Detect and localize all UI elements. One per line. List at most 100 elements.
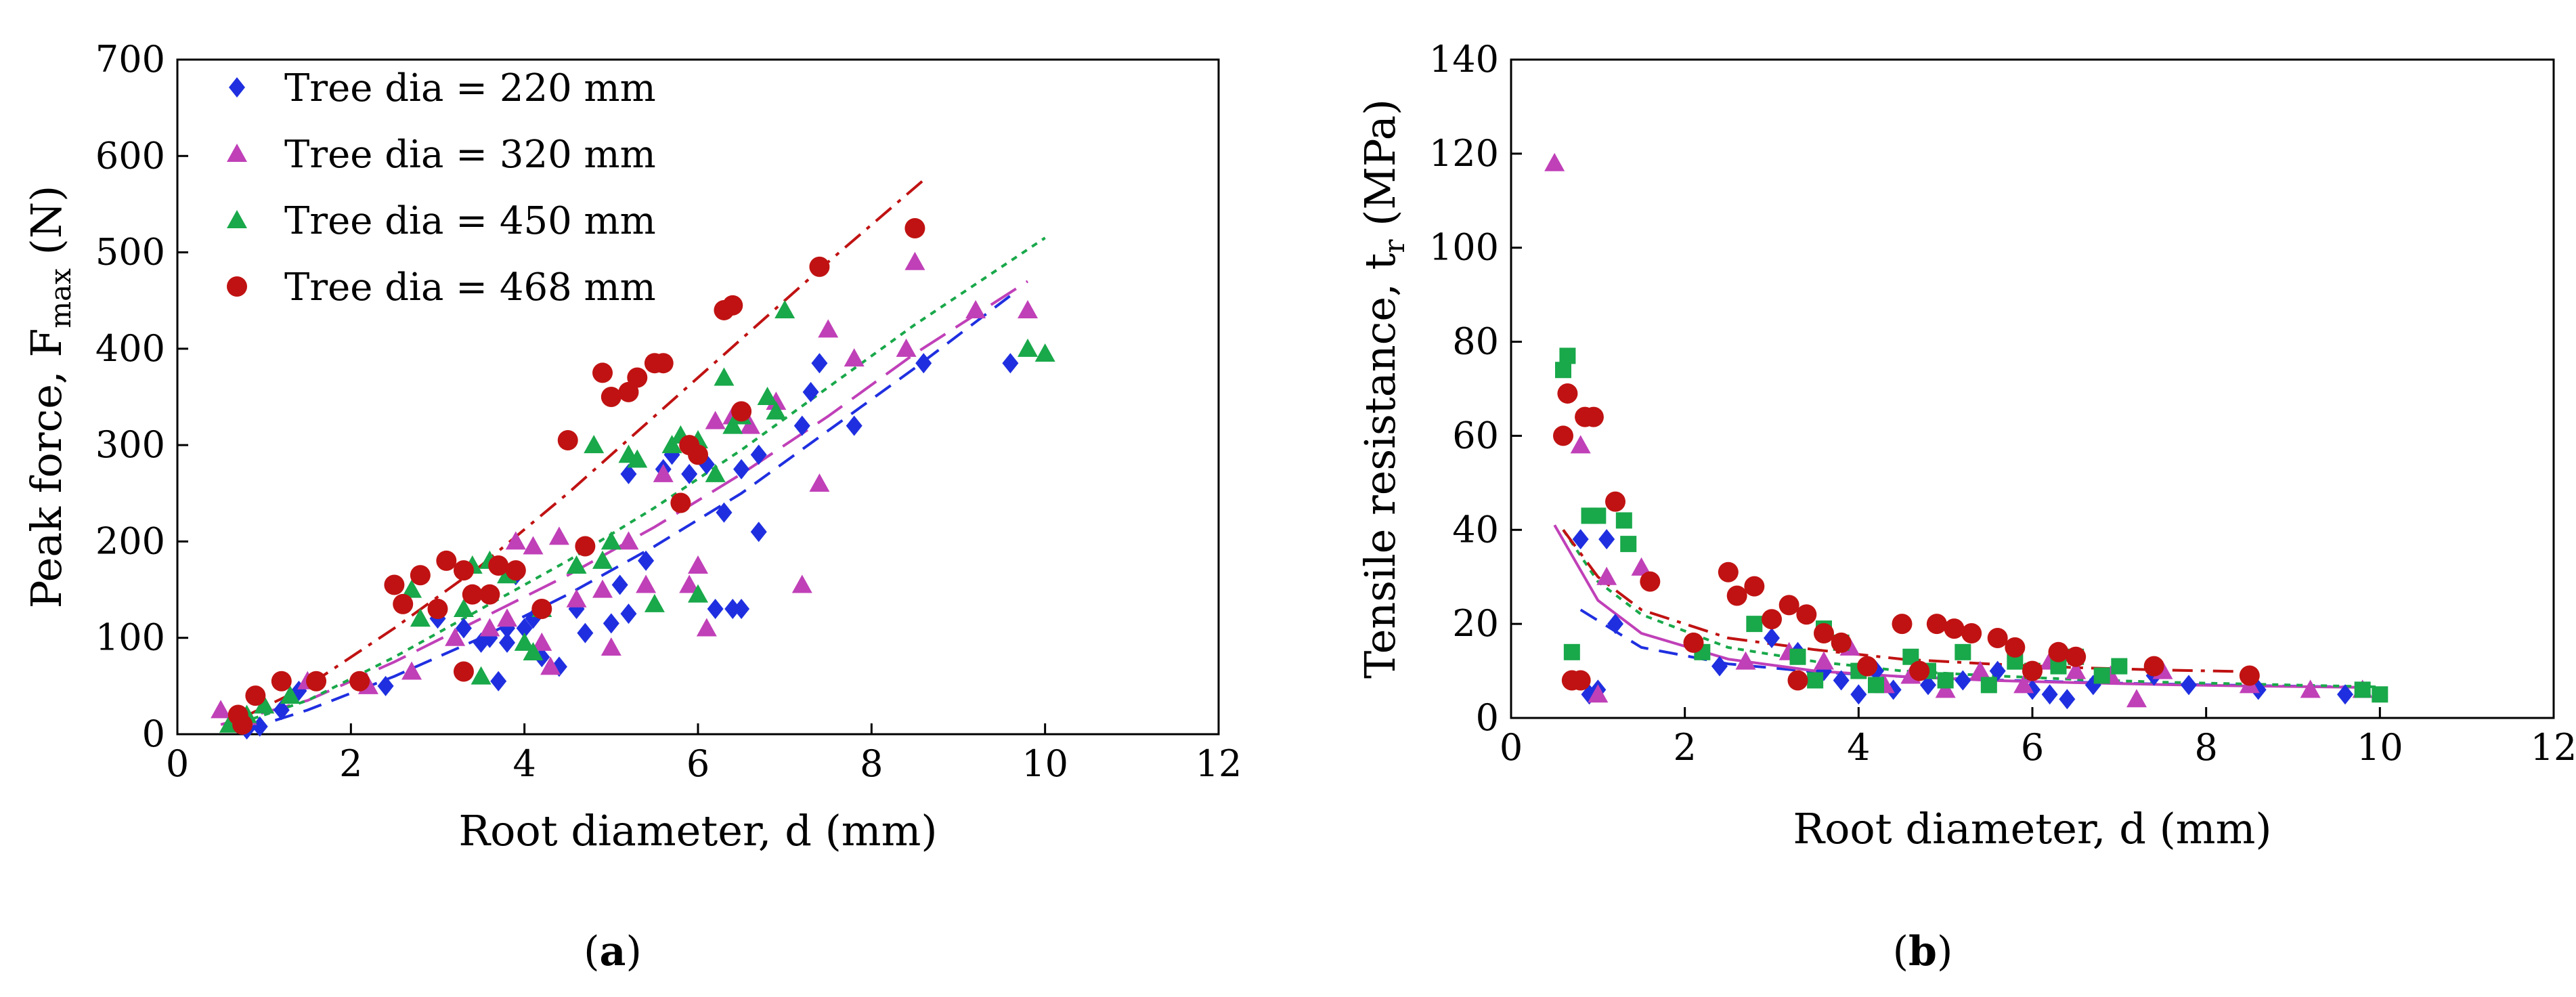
data-point-series-4 [1570,670,1591,691]
data-point-series-4 [627,367,648,388]
data-point-series-2 [653,463,674,482]
data-point-series-4 [904,218,925,238]
data-point-series-4 [688,444,708,465]
y-tick-label: 500 [95,231,165,274]
data-point-series-3 [766,401,787,420]
data-point-series-3 [1955,643,1971,660]
legend-marker-4 [227,276,247,297]
data-point-series-3 [1789,648,1806,665]
x-tick-label: 12 [1196,742,1242,785]
data-point-series-4 [557,430,578,451]
data-point-series-2 [445,627,466,646]
data-point-series-1 [716,502,733,523]
data-point-series-1 [455,618,472,639]
y-tick-label: 100 [95,616,165,659]
y-tick-label: 300 [95,423,165,466]
data-point-series-4 [1726,585,1747,606]
legend-marker-3 [227,210,247,228]
data-point-series-1 [2181,675,2197,696]
data-point-series-3 [2354,681,2371,698]
data-point-series-3 [1746,616,1763,633]
data-point-series-2 [211,700,232,719]
data-point-series-1 [490,671,507,692]
data-point-series-4 [2239,665,2260,686]
y-tick-label: 0 [1476,696,1499,739]
data-point-series-4 [271,671,292,692]
data-point-series-2 [705,410,726,429]
data-point-series-4 [1787,670,1808,691]
data-point-series-4 [245,685,266,706]
y-tick-label: 700 [95,38,165,81]
data-point-series-4 [453,560,474,581]
data-point-series-4 [2005,637,2026,658]
data-point-series-1 [707,599,724,620]
data-point-series-4 [505,560,526,581]
data-point-series-4 [1961,623,1982,644]
y-tick-label: 100 [1429,226,1499,269]
data-point-series-3 [471,666,492,685]
data-point-series-3 [688,584,708,603]
data-point-series-2 [601,637,621,656]
y-tick-label: 600 [95,134,165,177]
y-tick-label: 200 [95,519,165,562]
data-point-series-1 [1711,656,1728,677]
data-point-series-4 [1762,609,1782,630]
data-point-series-4 [1583,406,1604,427]
data-point-series-2 [1570,435,1591,454]
data-point-series-1 [638,550,655,571]
data-point-series-4 [1553,425,1573,446]
data-point-series-2 [766,391,787,410]
panel-a-y-axis-label: Peak force, Fmax (N) [22,186,77,609]
data-point-series-4 [453,661,474,682]
data-point-series-1 [733,459,750,480]
data-point-series-4 [349,671,370,692]
data-point-series-2 [844,348,865,367]
legend-label-1: Tree dia = 220 mm [284,66,656,110]
data-point-series-3 [644,593,665,612]
data-point-series-2 [2300,679,2321,698]
x-tick-label: 0 [166,742,189,785]
y-tick-label: 140 [1429,38,1499,81]
data-point-series-4 [1857,656,1878,677]
data-point-series-4 [2022,660,2043,681]
data-point-series-4 [1683,632,1704,653]
data-point-series-3 [592,550,613,569]
data-point-series-1 [1955,670,1971,691]
data-point-series-4 [1718,561,1739,582]
x-tick-label: 2 [1673,726,1696,769]
data-point-series-3 [1980,677,1997,694]
data-point-series-4 [731,401,752,422]
data-point-series-4 [722,295,743,316]
data-point-series-2 [531,632,552,651]
data-point-series-1 [1989,660,2006,681]
x-tick-label: 10 [1022,742,1068,785]
data-point-series-2 [2013,675,2034,694]
data-point-series-1 [1572,529,1589,550]
x-tick-label: 8 [860,742,883,785]
data-point-series-1 [846,415,863,436]
x-tick-label: 6 [2021,726,2044,769]
data-point-series-2 [592,579,613,598]
data-point-series-4 [436,550,457,571]
data-point-series-3 [566,555,587,574]
data-point-series-3 [1034,343,1055,362]
y-tick-label: 400 [95,327,165,370]
y-tick-label: 0 [142,713,165,755]
data-point-series-1 [499,632,516,653]
y-tick-label: 20 [1452,602,1499,645]
data-point-series-1 [611,574,628,595]
data-point-series-1 [724,599,741,620]
data-point-series-4 [410,565,431,586]
data-point-series-1 [1764,627,1780,648]
data-point-series-2 [548,526,569,545]
data-point-series-1 [802,381,819,402]
data-point-series-2 [1018,299,1039,318]
data-point-series-1 [750,522,767,543]
panel-a-caption-label: (a) [584,928,642,975]
panel-a-data-points [211,218,1055,740]
data-point-series-4 [427,599,448,620]
data-point-series-1 [750,444,767,465]
data-point-series-3 [453,599,474,618]
data-point-series-4 [601,387,621,407]
